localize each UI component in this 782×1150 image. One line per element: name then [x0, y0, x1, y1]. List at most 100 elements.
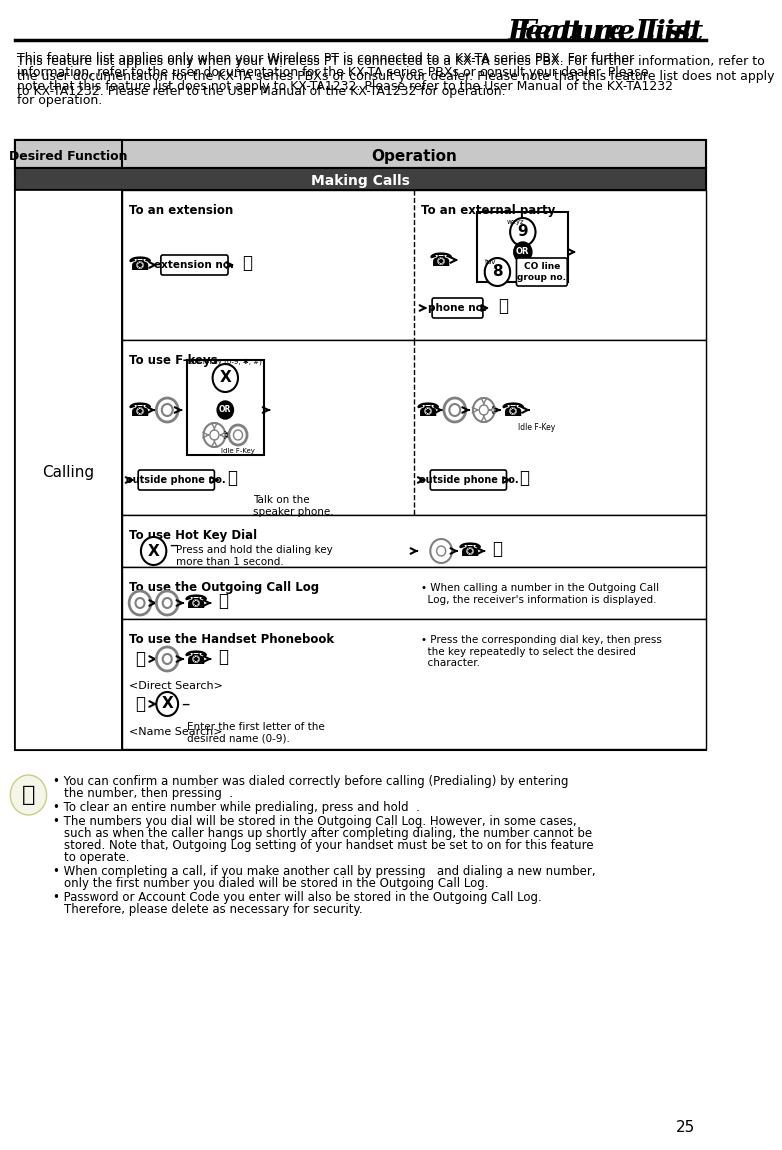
- Circle shape: [479, 405, 488, 415]
- Text: to operate.: to operate.: [64, 851, 129, 864]
- Text: tuv: tuv: [485, 259, 496, 264]
- Circle shape: [156, 647, 178, 670]
- Text: 📱: 📱: [228, 469, 238, 486]
- Bar: [122, 567, 706, 619]
- Circle shape: [156, 692, 178, 716]
- Circle shape: [163, 598, 172, 608]
- Circle shape: [163, 654, 172, 664]
- FancyBboxPatch shape: [161, 255, 228, 275]
- Text: Calling: Calling: [42, 465, 95, 480]
- Text: 📱: 📱: [218, 647, 228, 666]
- Text: 📖: 📖: [135, 650, 145, 668]
- Text: –: –: [181, 695, 189, 713]
- Text: • Press the corresponding dial key, then press
  the key repeatedly to select th: • Press the corresponding dial key, then…: [421, 635, 662, 668]
- Text: To an external party: To an external party: [421, 204, 555, 217]
- Text: Feature List: Feature List: [508, 18, 695, 46]
- Text: To use the Handset Phonebook: To use the Handset Phonebook: [129, 632, 334, 646]
- Text: To use the Outgoing Call Log: To use the Outgoing Call Log: [129, 581, 319, 595]
- Text: only the first number you dialed will be stored in the Outgoing Call Log.: only the first number you dialed will be…: [64, 877, 488, 890]
- Circle shape: [436, 546, 446, 555]
- Bar: [187, 360, 264, 455]
- Bar: [122, 619, 706, 749]
- FancyBboxPatch shape: [430, 470, 507, 490]
- Circle shape: [203, 423, 225, 447]
- Text: ☎: ☎: [415, 400, 439, 420]
- Text: X: X: [220, 370, 231, 385]
- Text: note that this feature list does not apply to KX-TA1232. Please refer to the Use: note that this feature list does not app…: [16, 81, 673, 93]
- Circle shape: [129, 591, 151, 615]
- Text: Desired Function: Desired Function: [9, 150, 127, 162]
- Text: for operation.: for operation.: [16, 94, 102, 107]
- Text: phone no.: phone no.: [428, 302, 487, 313]
- Text: OR: OR: [516, 247, 529, 256]
- Text: OR: OR: [219, 406, 231, 414]
- Circle shape: [210, 430, 219, 440]
- Text: extension no.: extension no.: [155, 260, 235, 270]
- Text: • When calling a number in the Outgoing Call
  Log, the receiver's information i: • When calling a number in the Outgoing …: [421, 583, 659, 605]
- FancyBboxPatch shape: [432, 298, 483, 319]
- Text: ☎: ☎: [429, 251, 454, 269]
- Circle shape: [135, 598, 145, 608]
- Text: such as when the caller hangs up shortly after completing dialing, the number ca: such as when the caller hangs up shortly…: [64, 827, 592, 840]
- FancyBboxPatch shape: [516, 258, 567, 286]
- Text: Operation: Operation: [371, 148, 457, 163]
- Circle shape: [514, 242, 532, 262]
- Text: CO line
group no.: CO line group no.: [518, 262, 566, 282]
- Text: 📱: 📱: [519, 469, 529, 486]
- Circle shape: [444, 398, 465, 422]
- Text: –: –: [169, 536, 178, 554]
- Text: outside phone no.: outside phone no.: [127, 475, 226, 485]
- Circle shape: [485, 258, 510, 286]
- Circle shape: [213, 365, 238, 392]
- Text: ☎: ☎: [500, 400, 525, 420]
- Circle shape: [156, 398, 178, 422]
- Text: To use F-keys: To use F-keys: [129, 354, 217, 367]
- Bar: [15, 190, 122, 750]
- Text: 📱: 📱: [493, 540, 502, 558]
- Text: X: X: [161, 697, 173, 712]
- Text: stored. Note that, Outgoing Log setting of your handset must be set to on for th: stored. Note that, Outgoing Log setting …: [64, 840, 594, 852]
- Text: Enter the first letter of the
desired name (0-9).: Enter the first letter of the desired na…: [187, 722, 325, 744]
- Text: Idle F-Key (0-9, ✱, #): Idle F-Key (0-9, ✱, #): [188, 359, 262, 366]
- Text: <Direct Search>: <Direct Search>: [129, 681, 223, 691]
- Bar: [15, 168, 706, 190]
- Text: To use Hot Key Dial: To use Hot Key Dial: [129, 529, 257, 542]
- Text: X: X: [148, 544, 160, 559]
- Circle shape: [162, 404, 173, 416]
- Text: • The numbers you dial will be stored in the Outgoing Call Log. However, in some: • The numbers you dial will be stored in…: [53, 815, 576, 828]
- Text: • To clear an entire number while predialing, press and hold  .: • To clear an entire number while predia…: [53, 802, 420, 814]
- Bar: [15, 140, 706, 750]
- Circle shape: [10, 775, 47, 815]
- Bar: [122, 190, 706, 340]
- Text: outside phone no.: outside phone no.: [418, 475, 518, 485]
- Text: ☎: ☎: [128, 400, 152, 420]
- Text: Idle F-Key: Idle F-Key: [221, 448, 255, 454]
- Text: 📱: 📱: [498, 297, 508, 315]
- Text: wxyz: wxyz: [507, 218, 525, 225]
- Circle shape: [156, 591, 178, 615]
- Bar: [122, 515, 706, 567]
- Circle shape: [430, 539, 452, 564]
- Text: ☎: ☎: [184, 650, 208, 668]
- Text: • You can confirm a number was dialed correctly before calling (Predialing) by e: • You can confirm a number was dialed co…: [53, 775, 569, 788]
- Text: ☎: ☎: [458, 542, 482, 560]
- Bar: [122, 190, 706, 750]
- Circle shape: [510, 218, 536, 246]
- Circle shape: [450, 404, 461, 416]
- Text: • When completing a call, if you make another call by pressing   and dialing a n: • When completing a call, if you make an…: [53, 865, 596, 877]
- Text: Therefore, please delete as necessary for security.: Therefore, please delete as necessary fo…: [64, 903, 362, 917]
- Circle shape: [217, 401, 234, 419]
- FancyBboxPatch shape: [138, 470, 214, 490]
- Text: 9: 9: [518, 224, 528, 239]
- Text: Talk on the
speaker phone.: Talk on the speaker phone.: [253, 494, 334, 516]
- Text: 📖: 📖: [135, 695, 145, 713]
- Text: 📱: 📱: [218, 592, 228, 610]
- Text: Making Calls: Making Calls: [311, 174, 410, 187]
- Text: ☎: ☎: [128, 255, 152, 275]
- Text: the number, then pressing  .: the number, then pressing .: [64, 787, 233, 800]
- Bar: [15, 140, 706, 168]
- Bar: [478, 212, 569, 282]
- Text: 📝: 📝: [22, 785, 35, 805]
- Text: ☎: ☎: [184, 593, 208, 613]
- Circle shape: [234, 430, 242, 440]
